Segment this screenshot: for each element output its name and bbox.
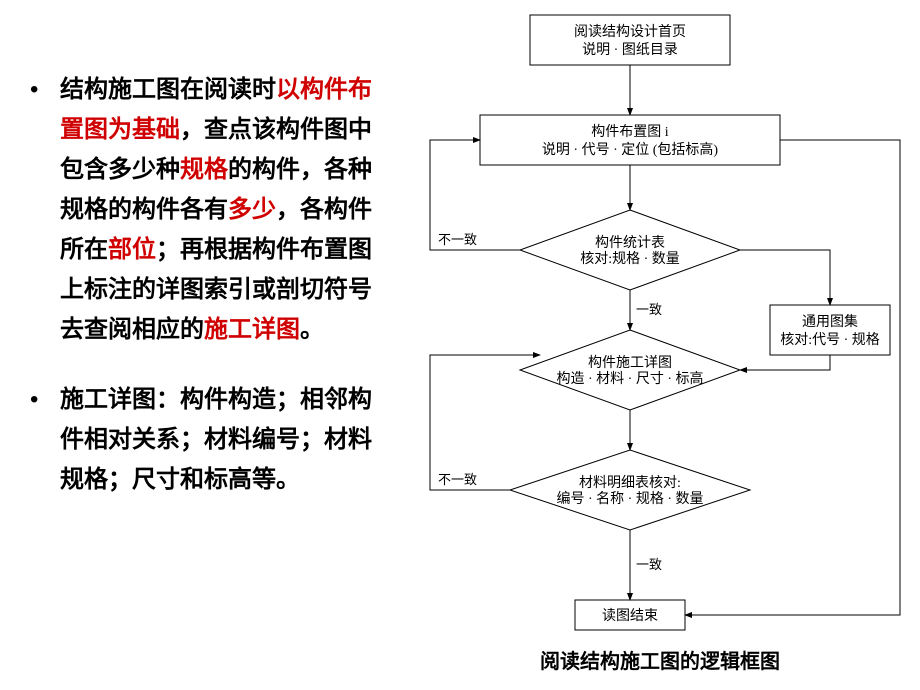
p1-seg-k: 。: [300, 316, 324, 343]
svg-text:构件统计表: 构件统计表: [595, 235, 665, 251]
bullet-dot-icon: •: [30, 70, 60, 350]
svg-text:构件布置图 i: 构件布置图 i: [591, 124, 668, 140]
svg-text:编号 · 名称 · 规格 · 数量: 编号 · 名称 · 规格 · 数量: [557, 491, 704, 507]
bullet-dot-icon: •: [30, 380, 60, 500]
page: • 结构施工图在阅读时以构件布置图为基础，查点该构件图中包含多少种规格的构件，各…: [0, 0, 920, 690]
svg-text:不一致: 不一致: [438, 472, 477, 487]
flowchart-svg: 阅读结构设计首页说明 · 图纸目录构件布置图 i说明 · 代号 · 定位 (包括…: [400, 5, 910, 645]
bullet-2: • 施工详图：构件构造；相邻构件相对关系；材料编号；材料规格；尺寸和标高等。: [30, 380, 390, 500]
svg-text:材料明细表核对:: 材料明细表核对:: [579, 475, 681, 491]
svg-text:一致: 一致: [636, 557, 662, 572]
svg-text:读图结束: 读图结束: [602, 607, 658, 624]
svg-text:阅读结构设计首页: 阅读结构设计首页: [574, 23, 686, 40]
svg-text:构件施工详图: 构件施工详图: [588, 355, 672, 371]
p1-hl-j: 施工详图: [204, 316, 300, 343]
paragraph-1: 结构施工图在阅读时以构件布置图为基础，查点该构件图中包含多少种规格的构件，各种规…: [60, 70, 390, 350]
svg-text:通用图集: 通用图集: [802, 313, 858, 330]
bullet-1: • 结构施工图在阅读时以构件布置图为基础，查点该构件图中包含多少种规格的构件，各…: [30, 70, 390, 350]
p1-hl-f: 多少: [228, 196, 276, 223]
svg-text:构造 · 材料 · 尺寸 · 标高: 构造 · 材料 · 尺寸 · 标高: [557, 370, 704, 387]
flowchart-caption: 阅读结构施工图的逻辑框图: [540, 645, 780, 674]
svg-text:说明 · 图纸目录: 说明 · 图纸目录: [582, 42, 678, 58]
p1-hl-d: 规格: [180, 156, 228, 183]
svg-text:说明 · 代号 · 定位 (包括标高): 说明 · 代号 · 定位 (包括标高): [542, 141, 718, 158]
flowchart: 阅读结构设计首页说明 · 图纸目录构件布置图 i说明 · 代号 · 定位 (包括…: [400, 5, 910, 685]
svg-text:核对:规格 · 数量: 核对:规格 · 数量: [580, 251, 680, 267]
paragraph-2: 施工详图：构件构造；相邻构件相对关系；材料编号；材料规格；尺寸和标高等。: [60, 380, 390, 500]
svg-text:核对:代号 · 规格: 核对:代号 · 规格: [780, 332, 880, 348]
svg-text:一致: 一致: [636, 302, 662, 317]
svg-text:不一致: 不一致: [438, 232, 477, 247]
p1-hl-h: 部位: [108, 236, 156, 263]
text-column: • 结构施工图在阅读时以构件布置图为基础，查点该构件图中包含多少种规格的构件，各…: [30, 70, 390, 530]
p1-seg-a: 结构施工图在阅读时: [60, 76, 276, 103]
